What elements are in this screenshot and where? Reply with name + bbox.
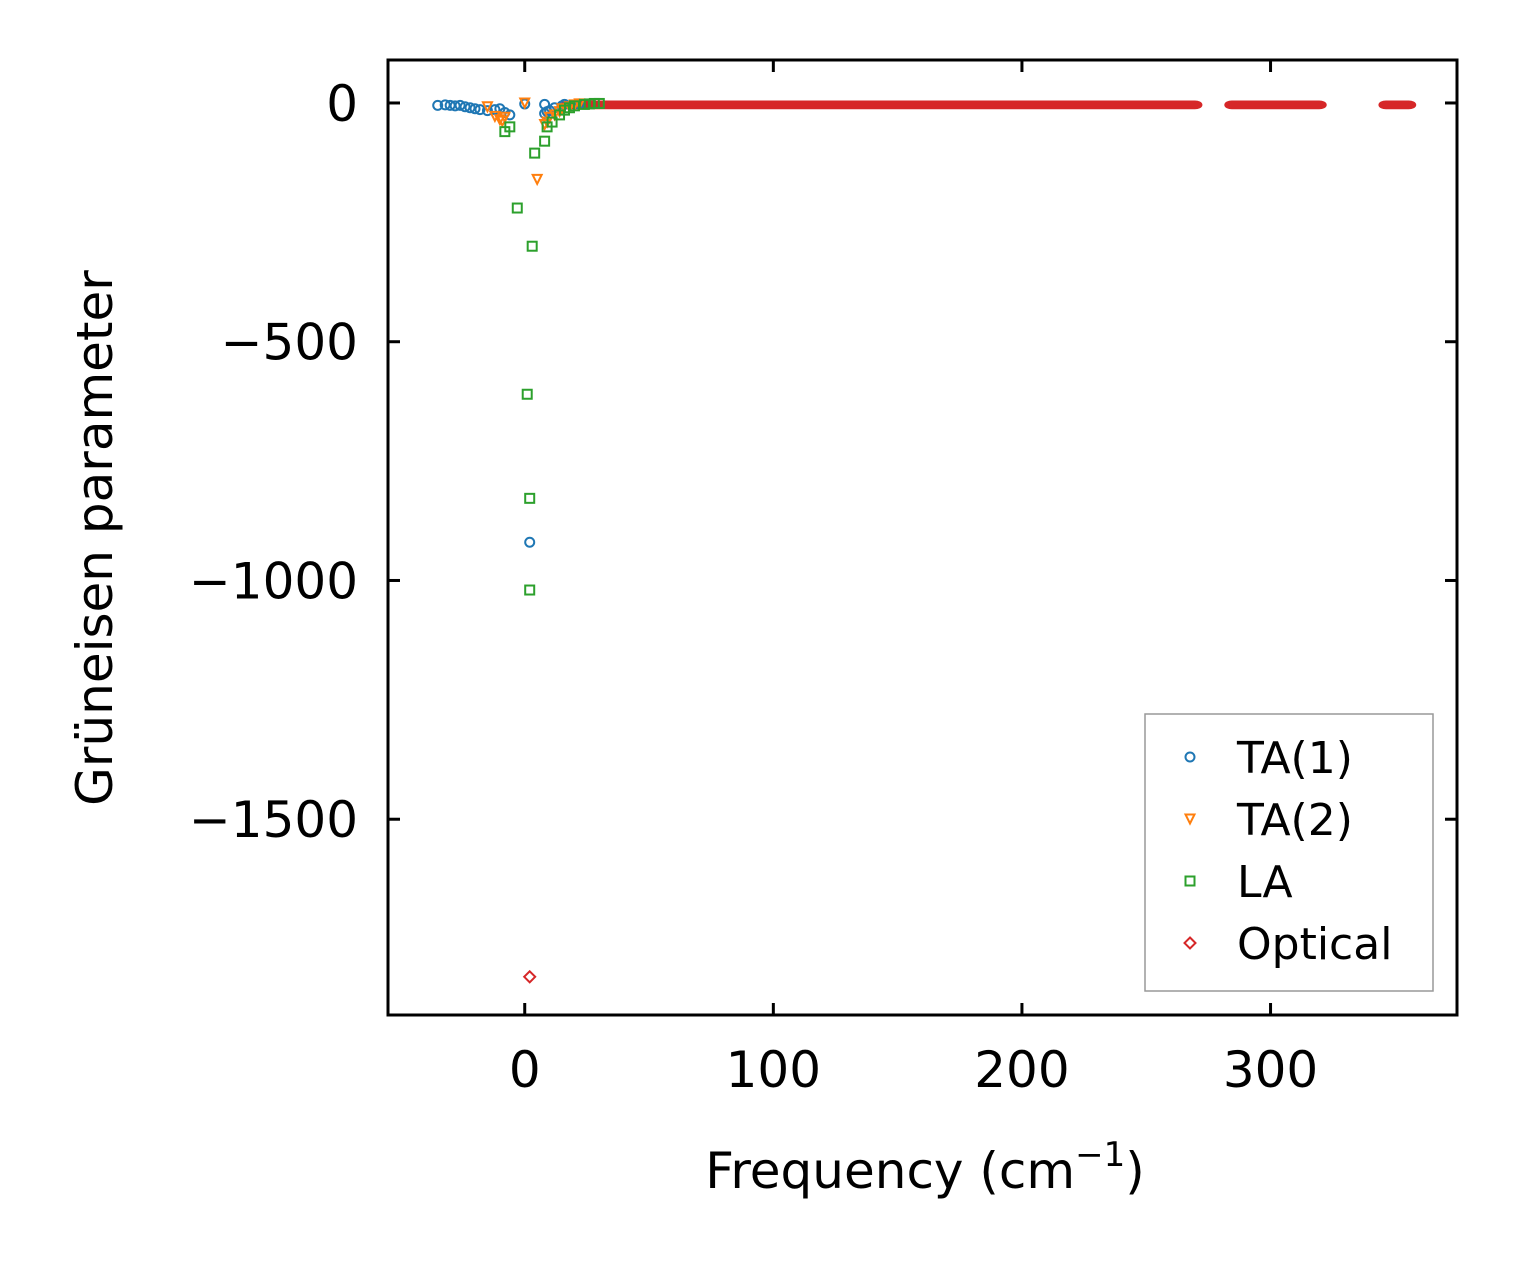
la-point [529, 147, 541, 159]
ta-1-point [449, 100, 461, 112]
ta-1-point [459, 101, 471, 113]
la-point [593, 97, 605, 109]
x-tick-label: 100 [726, 1041, 821, 1099]
ta-1-point [481, 105, 493, 117]
series-la [499, 97, 605, 596]
la-point [546, 116, 558, 128]
ta-1-point [464, 102, 476, 114]
legend-marker [1184, 875, 1196, 887]
legend-label: TA(2) [1236, 795, 1353, 846]
optical-band [560, 100, 1203, 110]
ta-1-point [469, 103, 481, 115]
legend-marker [1184, 751, 1196, 763]
plot-frame [386, 58, 1459, 1017]
la-point [504, 121, 516, 133]
legend-entry-ta-2: TA(2) [1183, 795, 1353, 846]
y-tick-label: −500 [221, 314, 358, 372]
legend: TA(1) TA(2) LA Optical [1144, 713, 1434, 992]
la-point [521, 388, 533, 400]
x-tick-label: 200 [974, 1041, 1069, 1099]
ta-2-point [498, 111, 511, 125]
y-tick-label: 0 [326, 75, 358, 133]
ta-2-point [518, 97, 531, 110]
la-point [539, 135, 551, 147]
y-tick-label: −1500 [189, 791, 358, 849]
series-ta-1 [432, 98, 585, 548]
legend-entry-ta-1: TA(1) [1184, 733, 1353, 784]
x-axis-title: Frequency (cm−1) [705, 1135, 1145, 1200]
la-point [524, 584, 536, 596]
y-tick-label: −1000 [189, 552, 358, 610]
optical-point [522, 969, 537, 984]
optical-band [1224, 100, 1327, 110]
legend-marker [1183, 936, 1197, 950]
legend-label: TA(1) [1236, 733, 1353, 784]
x-axis-title-main: Frequency (cm [705, 1142, 1075, 1200]
x-axis-title-end: ) [1125, 1142, 1145, 1200]
ta-2-point [481, 101, 494, 114]
ta-1-point [432, 99, 444, 111]
ta-1-point [474, 104, 486, 116]
legend-entry-la: LA [1184, 857, 1293, 908]
ta-2-point [493, 114, 506, 127]
legend-label: Optical [1237, 919, 1392, 970]
x-tick-label: 300 [1223, 1041, 1318, 1099]
ta-1-point [489, 104, 501, 116]
x-axis-title-superscript: −1 [1075, 1135, 1125, 1175]
series-optical [522, 100, 1417, 984]
axis-ticks: 0 100 200 300 0 −500 −1000 −1500 [189, 60, 1457, 1099]
la-point [524, 492, 536, 504]
optical-band [1378, 100, 1417, 110]
la-point [511, 202, 523, 214]
x-tick-label: 0 [509, 1041, 541, 1099]
ta-2-point [531, 173, 544, 187]
y-axis-title: Grüneisen parameter [66, 270, 124, 806]
legend-marker [1183, 813, 1197, 826]
legend-entry-optical: Optical [1183, 919, 1392, 970]
ta-1-point [439, 99, 451, 111]
plot-content [432, 97, 1417, 984]
ta-1-point [454, 99, 466, 111]
la-point [526, 240, 538, 252]
ta-1-point [524, 536, 536, 548]
legend-label: LA [1237, 857, 1293, 908]
